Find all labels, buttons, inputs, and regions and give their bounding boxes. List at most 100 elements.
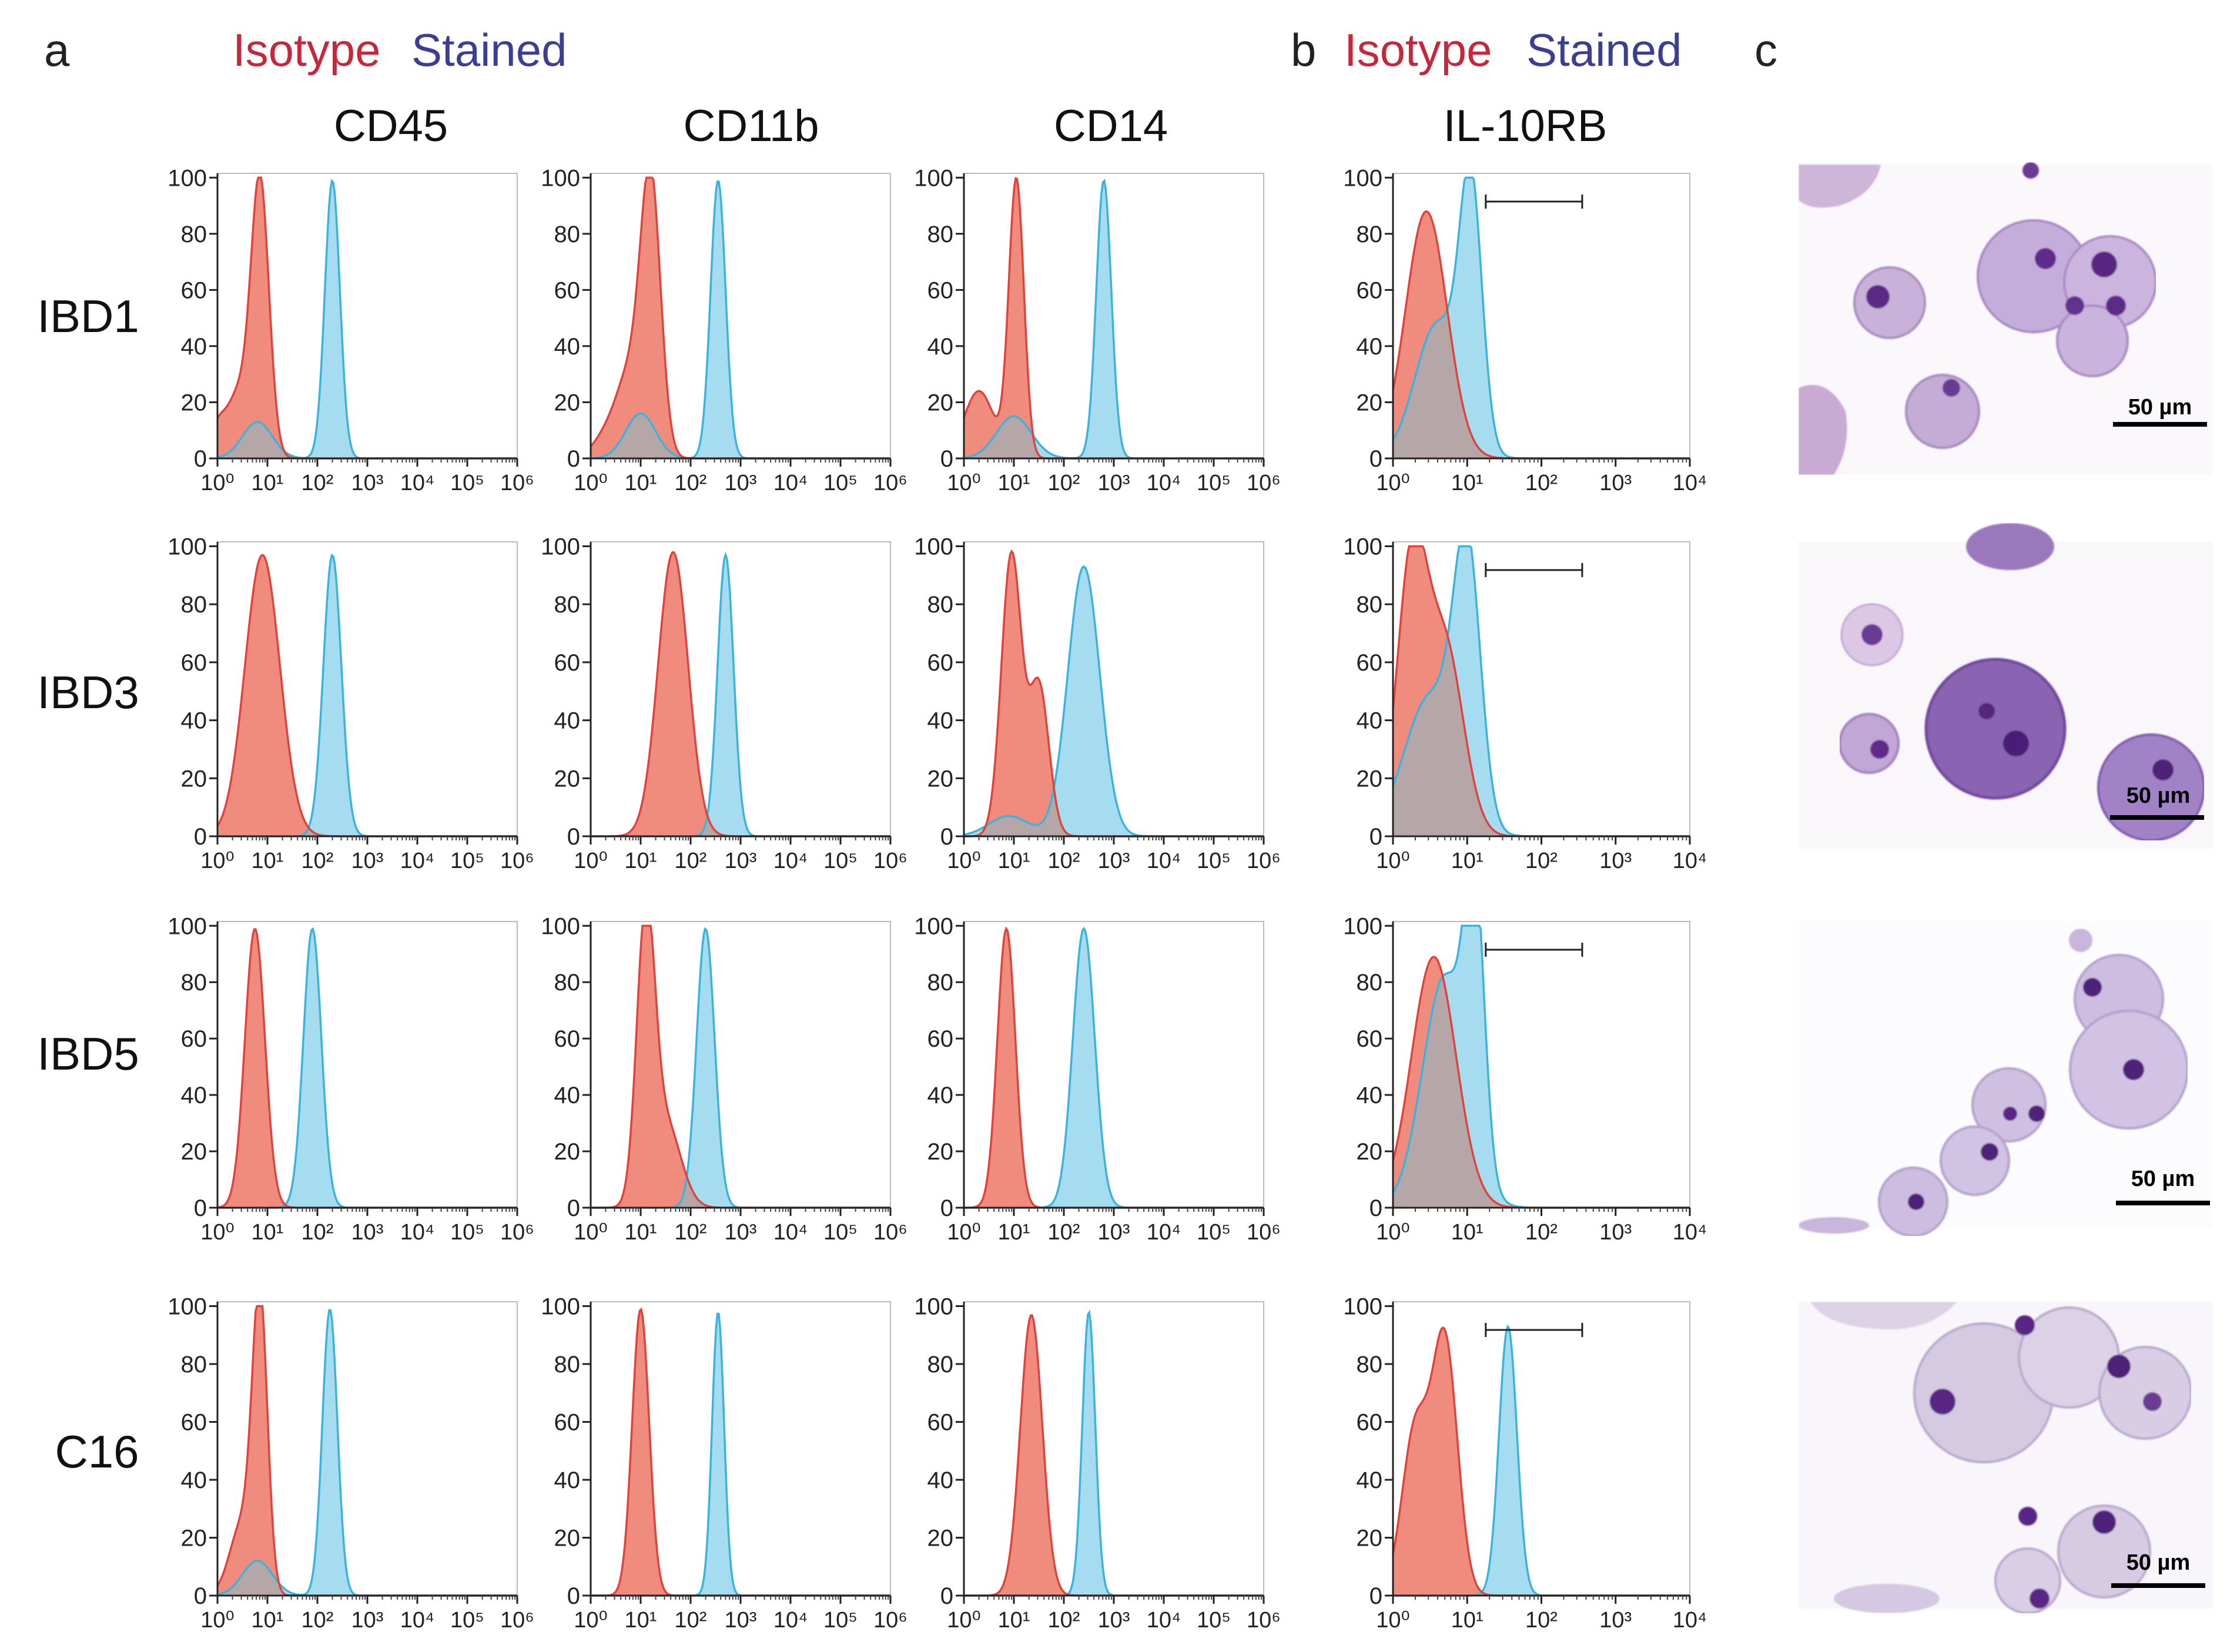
x-tick-label: 10⁴	[773, 1608, 808, 1633]
x-tick-label: 10⁶	[1247, 849, 1281, 873]
x-tick-label: 10³	[1098, 471, 1130, 495]
x-tick-label: 10²	[1048, 849, 1080, 873]
y-tick-label: 100	[168, 913, 207, 939]
legend-stained-b: Stained	[1526, 24, 1682, 76]
y-tick-label: 80	[554, 970, 581, 996]
scale-bar-label-ibd1: 50 µm	[2128, 395, 2192, 420]
x-tick-label: 10⁶	[1247, 1608, 1281, 1633]
column-title-il10rb: IL-10RB	[1444, 101, 1608, 151]
y-tick-label: 0	[194, 824, 207, 850]
y-tick-label: 80	[927, 1352, 954, 1378]
legend-isotype-a: Isotype	[233, 24, 380, 76]
x-tick-label: 10⁴	[773, 849, 808, 873]
y-tick-label: 40	[927, 708, 954, 734]
x-tick-label: 10³	[351, 471, 384, 495]
x-tick-label: 10¹	[998, 1220, 1030, 1245]
y-tick-label: 0	[940, 446, 953, 472]
x-tick-label: 10⁴	[1147, 471, 1181, 495]
x-tick-label: 10⁴	[400, 1608, 435, 1633]
histogram-ibd1-il10rb: 0 20 40 60 80 100 10⁰ 10¹ 10² 10³ 10⁴	[1343, 165, 1707, 495]
y-tick-label: 60	[181, 277, 207, 303]
histogram-c16-cd14: 0 20 40 60 80 100 10⁰ 10¹ 10² 10³ 10⁴ 10⁵ 10⁶	[914, 1294, 1281, 1633]
y-tick-label: 100	[914, 913, 953, 939]
overlap-area	[964, 788, 1264, 836]
x-tick-label: 10⁴	[1147, 1608, 1181, 1633]
y-tick-label: 60	[181, 1026, 207, 1052]
histogram-ibd3-cd14: 0 20 40 60 80 100 10⁰ 10¹ 10² 10³ 10⁴ 10⁵ 10⁶	[914, 534, 1281, 873]
y-tick-label: 20	[181, 766, 207, 792]
y-tick-label: 40	[1357, 1467, 1383, 1493]
x-tick-label: 10⁴	[1673, 1220, 1707, 1245]
x-tick-label: 10⁰	[947, 849, 981, 873]
x-tick-label: 10⁶	[500, 1220, 534, 1245]
y-tick-label: 20	[554, 390, 581, 415]
x-tick-label: 10²	[302, 1608, 334, 1633]
x-tick-label: 10²	[302, 849, 334, 873]
histogram-ibd5-cd14: 0 20 40 60 80 100 10⁰ 10¹ 10² 10³ 10⁴ 10⁵ 10⁶	[914, 913, 1281, 1245]
y-tick-label: 20	[181, 1139, 207, 1165]
y-tick-label: 100	[914, 1294, 953, 1320]
overlap-area	[217, 421, 517, 458]
x-tick-label: 10²	[1048, 1608, 1080, 1633]
micrograph-ibd5: 50 µm	[1799, 921, 2213, 1237]
x-tick-label: 10³	[725, 1608, 757, 1633]
stained-area	[1393, 177, 1690, 458]
x-tick-label: 10⁴	[1147, 1220, 1181, 1245]
y-tick-label: 100	[168, 1294, 207, 1320]
overlap-area	[1393, 977, 1690, 1208]
y-tick-label: 0	[940, 1195, 953, 1221]
x-tick-label: 10⁰	[574, 471, 608, 495]
row-label-ibd1: IBD1	[37, 290, 139, 342]
y-tick-label: 20	[927, 1526, 954, 1552]
x-tick-label: 10⁰	[1376, 1608, 1410, 1633]
x-tick-label: 10⁶	[1247, 1220, 1281, 1245]
y-tick-label: 60	[1357, 1026, 1383, 1052]
x-tick-label: 10¹	[998, 849, 1030, 873]
x-tick-label: 10³	[1098, 1220, 1130, 1245]
x-tick-label: 10⁴	[773, 471, 808, 495]
x-tick-label: 10¹	[252, 1220, 284, 1245]
x-tick-label: 10²	[675, 849, 707, 873]
y-tick-label: 60	[1357, 650, 1383, 676]
y-tick-label: 20	[554, 1526, 581, 1552]
y-tick-label: 80	[554, 592, 581, 618]
x-tick-label: 10⁶	[1247, 471, 1281, 495]
x-tick-label: 10³	[1599, 1220, 1632, 1245]
x-tick-label: 10⁴	[1673, 849, 1707, 873]
y-tick-label: 40	[554, 1467, 581, 1493]
x-tick-label: 10⁵	[1197, 471, 1231, 495]
y-tick-label: 40	[181, 1083, 207, 1108]
x-tick-label: 10⁰	[200, 471, 235, 495]
x-tick-label: 10³	[725, 1220, 757, 1245]
y-tick-label: 20	[927, 1139, 954, 1165]
overlap-area	[217, 1560, 517, 1596]
isotype-area	[964, 929, 1264, 1208]
column-title-cd11b: CD11b	[684, 101, 819, 151]
y-tick-label: 60	[181, 1410, 207, 1436]
x-tick-label: 10⁵	[1197, 849, 1231, 873]
x-tick-label: 10²	[1048, 471, 1080, 495]
x-tick-label: 10⁶	[873, 1608, 907, 1633]
isotype-area	[964, 178, 1264, 458]
y-tick-label: 20	[1357, 766, 1383, 792]
x-tick-label: 10⁰	[574, 1220, 608, 1245]
y-tick-label: 0	[194, 446, 207, 472]
scale-bar-label-c16: 50 µm	[2127, 1550, 2191, 1575]
histogram-ibd5-il10rb: 0 20 40 60 80 100 10⁰ 10¹ 10² 10³ 10⁴	[1343, 913, 1707, 1245]
y-tick-label: 20	[927, 766, 954, 792]
y-tick-label: 40	[181, 1467, 207, 1493]
x-tick-label: 10⁰	[947, 1608, 981, 1633]
y-tick-label: 100	[541, 1294, 580, 1320]
y-tick-label: 0	[940, 824, 953, 850]
x-tick-label: 10³	[1098, 849, 1130, 873]
x-tick-label: 10²	[675, 1608, 707, 1633]
scale-bar-label-ibd5: 50 µm	[2131, 1167, 2195, 1191]
y-tick-label: 40	[554, 1083, 581, 1108]
x-tick-label: 10¹	[252, 849, 284, 873]
y-tick-label: 80	[1357, 1352, 1383, 1378]
histogram-c16-il10rb: 0 20 40 60 80 100 10⁰ 10¹ 10² 10³ 10⁴	[1343, 1294, 1707, 1633]
x-tick-label: 10³	[1599, 471, 1632, 495]
y-tick-label: 0	[567, 1583, 580, 1609]
x-tick-label: 10¹	[625, 849, 657, 873]
